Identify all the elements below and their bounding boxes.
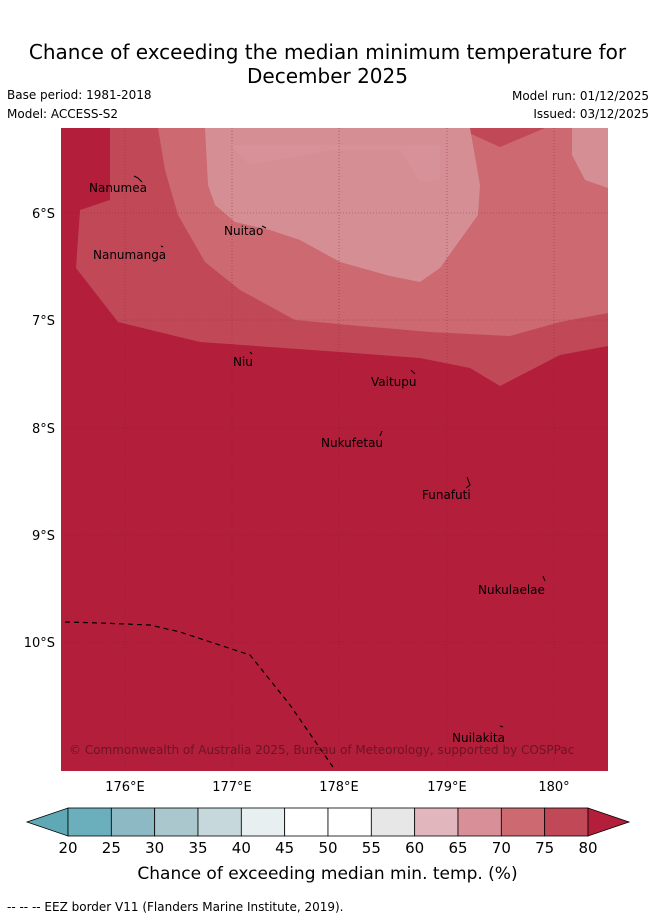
colorbar-tick-20: 20	[58, 839, 77, 857]
lat-label-8s: 8°S	[32, 422, 55, 437]
colorbar-bin-70	[500, 807, 546, 837]
colorbar-tick-50: 50	[318, 839, 337, 857]
model-run: Model run: 01/12/2025	[511, 89, 649, 103]
lat-label-6s: 6°S	[32, 207, 55, 222]
colorbar-tick-70: 70	[492, 839, 511, 857]
eez-border	[64, 621, 336, 771]
colorbar-bin-25	[110, 807, 156, 837]
lat-label-10s: 10°S	[24, 636, 55, 651]
colorbar-bin-75	[544, 807, 589, 837]
island-label-nuilakita: Nuilakita	[452, 731, 505, 745]
lon-label-177e: 177°E	[212, 780, 252, 795]
island-label-nukufetau: Nukufetau	[321, 436, 383, 450]
map-title: Chance of exceeding the median minimum t…	[0, 40, 655, 88]
region-65-main	[205, 128, 480, 282]
lon-label-178e: 178°E	[319, 780, 359, 795]
colorbar-tick-55: 55	[362, 839, 381, 857]
title-line-1: Chance of exceeding the median minimum t…	[28, 40, 627, 64]
lat-label-7s: 7°S	[32, 314, 55, 329]
colorbar-bin-40	[240, 807, 286, 837]
colorbar-label: Chance of exceeding median min. temp. (%…	[137, 864, 518, 884]
island-label-nanumanga: Nanumanga	[93, 248, 166, 262]
model-name: Model: ACCESS-S2	[7, 107, 119, 121]
island-label-funafuti: Funafuti	[422, 488, 471, 502]
island-shapes	[133, 175, 546, 728]
colorbar-extend-low	[25, 807, 69, 837]
island-label-vaitupu: Vaitupu	[371, 375, 417, 389]
copyright-text: © Commonwealth of Australia 2025, Bureau…	[69, 743, 574, 757]
map-canvas: Nanumea Nuitao Nanumanga Niu Vaitupu Nuk…	[24, 128, 631, 857]
lon-label-176e: 176°E	[105, 780, 145, 795]
grid-lines	[61, 128, 608, 771]
region-75-top	[458, 128, 545, 147]
island-label-nanumea: Nanumea	[89, 181, 147, 195]
colorbar-bin-65	[457, 807, 502, 837]
colorbar-tick-30: 30	[145, 839, 164, 857]
title-line-2: December 2025	[247, 64, 408, 88]
colorbar-tick-75: 75	[535, 839, 554, 857]
issued-date: Issued: 03/12/2025	[533, 107, 649, 121]
colorbar-extend-high	[587, 807, 631, 837]
colorbar-bin-45	[284, 807, 329, 837]
latitude-labels: 6°S 7°S 8°S 9°S 10°S	[24, 207, 55, 651]
colorbar-bin-60	[414, 807, 459, 837]
probability-field	[61, 128, 608, 771]
lon-label-180: 180°	[538, 780, 569, 795]
colorbar-tick-25: 25	[102, 839, 121, 857]
longitude-labels: 176°E 177°E 178°E 179°E 180°	[105, 780, 569, 795]
island-label-niu: Niu	[233, 355, 253, 369]
island-labels: Nanumea Nuitao Nanumanga Niu Vaitupu Nuk…	[89, 181, 545, 745]
colorbar: 20 25 30 35 40 45 50 55 60 65 70 75 80	[25, 807, 631, 857]
colorbar-bin-30	[154, 807, 199, 837]
colorbar-bin-55	[370, 807, 416, 837]
colorbar-tick-35: 35	[188, 839, 207, 857]
island-label-nukulaelae: Nukulaelae	[478, 583, 545, 597]
colorbar-tick-40: 40	[232, 839, 251, 857]
colorbar-bin-20	[67, 807, 112, 837]
lat-label-9s: 9°S	[32, 529, 55, 544]
footer-note: -- -- -- EEZ border V11 (Flanders Marine…	[7, 900, 344, 914]
colorbar-bin-50	[327, 807, 372, 837]
region-lighter-patch	[230, 145, 440, 182]
colorbar-bin-35	[197, 807, 242, 837]
colorbar-tick-65: 65	[448, 839, 467, 857]
lon-label-179e: 179°E	[427, 780, 467, 795]
colorbar-tick-60: 60	[405, 839, 424, 857]
region-65-corner	[572, 128, 608, 188]
colorbar-tick-80: 80	[578, 839, 597, 857]
island-label-nuitao: Nuitao	[224, 224, 263, 238]
colorbar-tick-45: 45	[275, 839, 294, 857]
base-period: Base period: 1981-2018	[7, 88, 152, 102]
